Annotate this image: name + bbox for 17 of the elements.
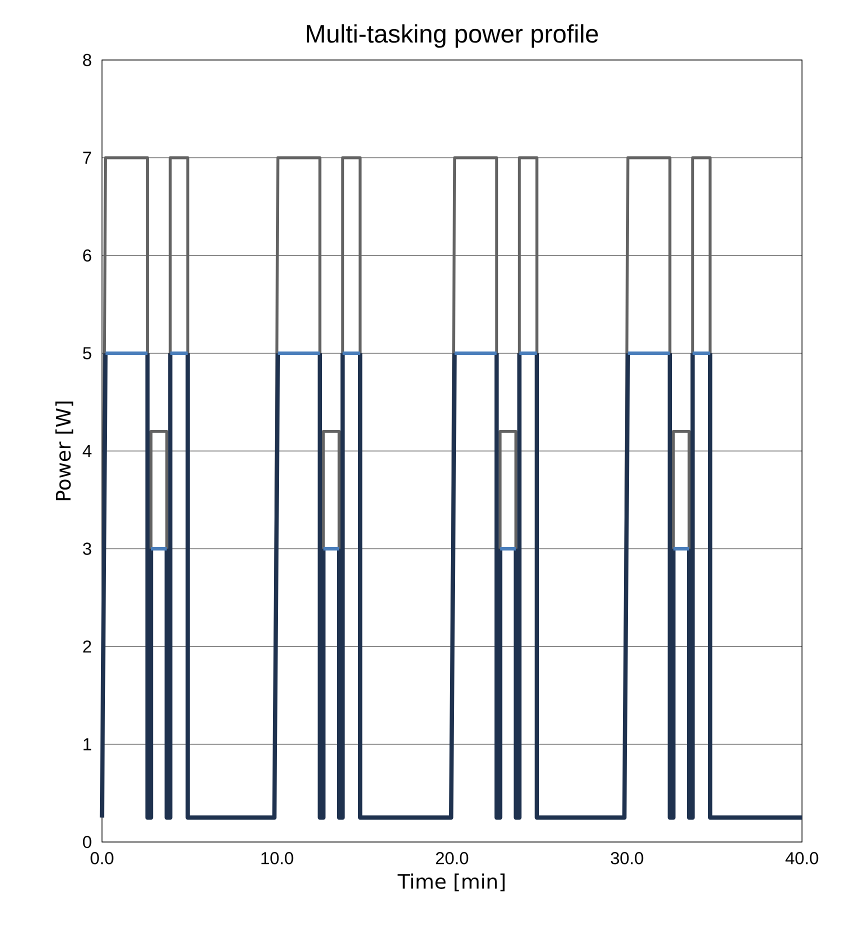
y-tick-label: 0 [82, 836, 92, 848]
y-axis-title: Power [W] [55, 402, 74, 500]
x-tick-label: 20.0 [436, 852, 468, 864]
y-tick-label: 5 [83, 347, 92, 360]
x-tick-label: 40.0 [786, 852, 818, 864]
y-tick-label: 8 [83, 54, 92, 66]
x-tick-label: 30.0 [610, 852, 644, 864]
y-tick-label: 1 [84, 738, 92, 750]
chart-title: Multi-tasking power profile [306, 24, 598, 48]
y-tick-label: 7 [83, 152, 92, 164]
x-tick-label: 10.0 [261, 852, 294, 864]
x-tick-label: 0.0 [90, 852, 114, 864]
y-tick-label: 2 [83, 640, 92, 653]
y-tick-label: 3 [82, 542, 92, 555]
y-tick-label: 4 [82, 445, 92, 457]
x-axis-title: Time [min] [398, 873, 505, 892]
y-tick-label: 6 [83, 249, 92, 262]
